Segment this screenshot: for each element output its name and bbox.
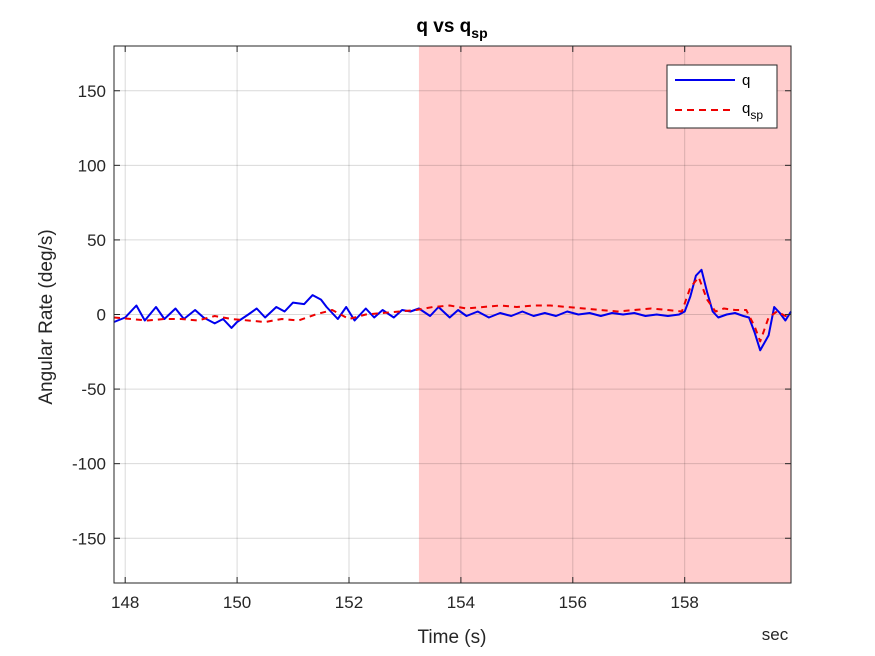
x-tick-label: 152 bbox=[335, 593, 363, 612]
series-line-q bbox=[113, 268, 792, 352]
x-tick-label: 150 bbox=[223, 593, 251, 612]
series-line-qsp bbox=[113, 276, 792, 343]
legend: q qsp bbox=[666, 64, 778, 129]
chart-title: q vs qsp bbox=[416, 16, 487, 41]
x-tick-label: 158 bbox=[671, 593, 699, 612]
x-axis-label: Time (s) bbox=[418, 627, 487, 648]
legend-label-qsp: qsp bbox=[742, 100, 763, 122]
y-tick-label: -150 bbox=[72, 529, 106, 548]
legend-label-qsp-main: q bbox=[742, 100, 750, 117]
y-tick-label: -100 bbox=[72, 455, 106, 474]
plot-area: 148 150 152 154 156 158 -150 -100 -50 0 50 100 150 bbox=[72, 45, 792, 612]
chart-title-main: q vs q bbox=[416, 16, 471, 37]
y-axis-label: Angular Rate (deg/s) bbox=[36, 229, 57, 404]
chart-title-subscript: sp bbox=[471, 25, 487, 41]
x-unit-label: sec bbox=[762, 625, 789, 644]
legend-box bbox=[666, 64, 778, 129]
y-tick-label: 0 bbox=[97, 306, 106, 325]
y-tick-label: 50 bbox=[87, 231, 106, 250]
x-tick-label: 154 bbox=[447, 593, 475, 612]
legend-label-qsp-subscript: sp bbox=[750, 108, 763, 122]
x-tick-label: 156 bbox=[559, 593, 587, 612]
legend-label-q: q bbox=[742, 72, 750, 89]
y-tick-label: 150 bbox=[78, 82, 106, 101]
y-tick-label: -50 bbox=[81, 380, 106, 399]
y-tick-label: 100 bbox=[78, 156, 106, 175]
x-tick-label: 148 bbox=[111, 593, 139, 612]
